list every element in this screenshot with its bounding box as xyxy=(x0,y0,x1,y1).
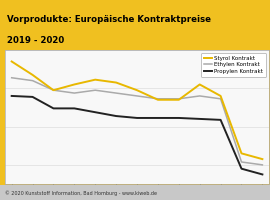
Legend: Styrol Kontrakt, Ethylen Kontrakt, Propylen Kontrakt: Styrol Kontrakt, Ethylen Kontrakt, Propy… xyxy=(201,53,266,77)
Text: Vorprodukte: Europäische Kontraktpreise: Vorprodukte: Europäische Kontraktpreise xyxy=(7,15,211,24)
Text: 2019 - 2020: 2019 - 2020 xyxy=(7,36,64,45)
Text: © 2020 Kunststoff Information, Bad Homburg - www.kiweb.de: © 2020 Kunststoff Information, Bad Hombu… xyxy=(5,190,157,196)
